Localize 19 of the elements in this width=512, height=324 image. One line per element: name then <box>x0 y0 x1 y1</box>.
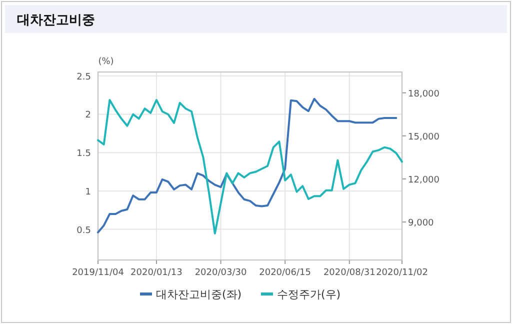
x-tick-label: 2019/11/04 <box>72 268 124 278</box>
y2-tick-label: 12,000 <box>408 175 440 186</box>
legend-label: 수정주가(우) <box>277 288 341 301</box>
x-tick-label: 2020/11/02 <box>376 268 428 278</box>
y-tick-label: 2.5 <box>76 72 91 82</box>
y-tick-label: 2 <box>85 110 91 121</box>
y-axis-title: (%) <box>98 57 114 67</box>
x-tick-label: 2020/08/31 <box>323 268 376 278</box>
legend-label: 대차잔고비중(좌) <box>156 288 242 301</box>
y2-tick-label: 18,000 <box>408 89 440 100</box>
y-tick-label: 0.5 <box>76 226 91 236</box>
x-tick-label: 2020/01/13 <box>130 268 182 278</box>
y2-tick-label: 15,000 <box>408 132 440 142</box>
y-tick-label: 1.5 <box>76 149 91 160</box>
x-tick-label: 2020/06/15 <box>259 268 312 278</box>
y-tick-label: 1 <box>85 187 91 198</box>
chart-title: 대차잔고비중 <box>17 13 95 28</box>
y2-tick-label: 9,000 <box>408 218 434 228</box>
x-tick-label: 2020/03/30 <box>194 268 247 278</box>
